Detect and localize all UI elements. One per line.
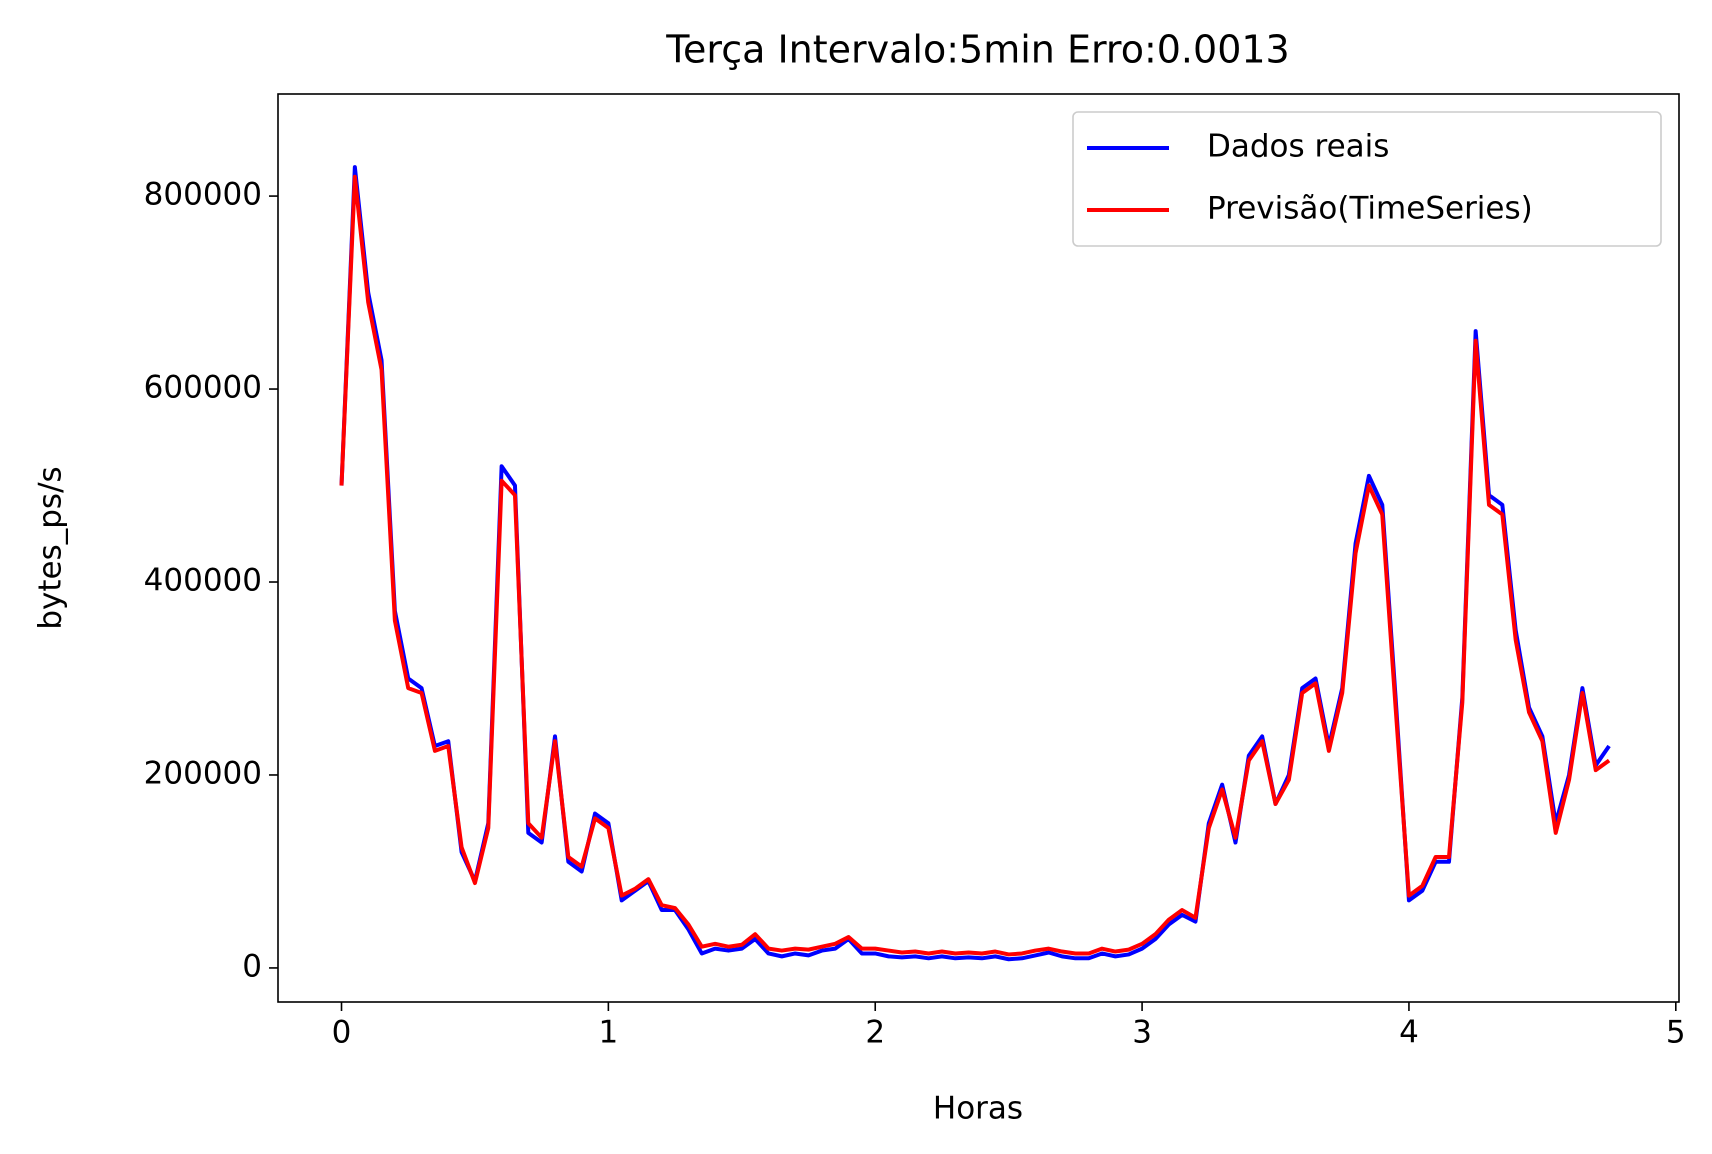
data-line [339, 165, 1611, 962]
y-tick-label: 400000 [144, 563, 262, 599]
y-axis-label: bytes_ps/s [33, 466, 69, 629]
plot-frame [277, 93, 1680, 1003]
y-tick-label: 800000 [144, 177, 262, 213]
y-tick-label: 600000 [144, 370, 262, 406]
legend-box [1072, 111, 1662, 247]
x-tick-label: 1 [599, 1015, 619, 1051]
data-line [339, 174, 1611, 957]
legend-label: Previsão(TimeSeries) [1207, 191, 1533, 227]
x-tick-label: 4 [1399, 1015, 1419, 1051]
y-tick-label: 0 [242, 948, 262, 984]
legend-label: Dados reais [1207, 129, 1389, 165]
x-tick-label: 3 [1132, 1015, 1152, 1051]
x-axis-label: Horas [933, 1091, 1023, 1127]
x-tick-label: 0 [332, 1015, 352, 1051]
x-tick-label: 2 [865, 1015, 885, 1051]
chart-title: Terça Intervalo:5min Erro:0.0013 [665, 28, 1289, 72]
y-tick-label: 200000 [144, 755, 262, 791]
x-tick-label: 5 [1666, 1015, 1686, 1051]
